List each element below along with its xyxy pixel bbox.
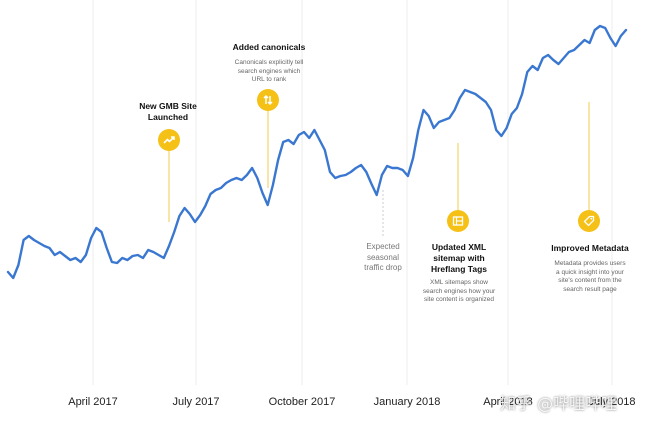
trending-up-icon — [158, 129, 180, 151]
annotation-description: Metadata provides users a quick insight … — [554, 260, 626, 293]
x-tick-label: July 2017 — [172, 396, 220, 408]
annotation-description: XML sitemaps show search engines how you… — [422, 279, 496, 303]
watermark: 知乎 @哔哩哔哩 — [500, 394, 618, 413]
annotation-description: Expected seasonal traffic drop — [364, 242, 402, 272]
annotation-canonicals: Added canonicals Canonicals explicitly t… — [222, 42, 316, 85]
annotation-title: Improved Metadata — [551, 243, 629, 253]
x-tick-label: October 2017 — [268, 396, 336, 408]
sitemap-icon — [447, 210, 469, 232]
x-tick-label: April 2018 — [483, 396, 533, 408]
annotation-seasonal-drop: Expected seasonal traffic drop — [348, 242, 418, 274]
annotation-description: Canonicals explicitly tell search engine… — [234, 59, 304, 83]
annotation-metadata: Improved Metadata Metadata provides user… — [544, 243, 636, 294]
annotation-title: New GMB Site Launched — [139, 101, 197, 122]
x-tick-label: January 2018 — [373, 396, 441, 408]
annotation-connectors — [168, 102, 590, 238]
annotation-title: Updated XML sitemap with Hreflang Tags — [430, 242, 488, 274]
annotation-title: Added canonicals — [232, 42, 306, 52]
x-tick-label: April 2017 — [68, 396, 118, 408]
vertical-gridlines — [92, 0, 613, 385]
x-tick-label: July 2018 — [588, 396, 636, 408]
swap-arrows-icon — [257, 89, 279, 111]
annotation-gmb-launch: New GMB Site Launched — [128, 101, 208, 123]
traffic-series-line — [6, 24, 628, 280]
tag-icon — [578, 210, 600, 232]
annotation-xml-sitemap: Updated XML sitemap with Hreflang Tags X… — [413, 242, 505, 305]
